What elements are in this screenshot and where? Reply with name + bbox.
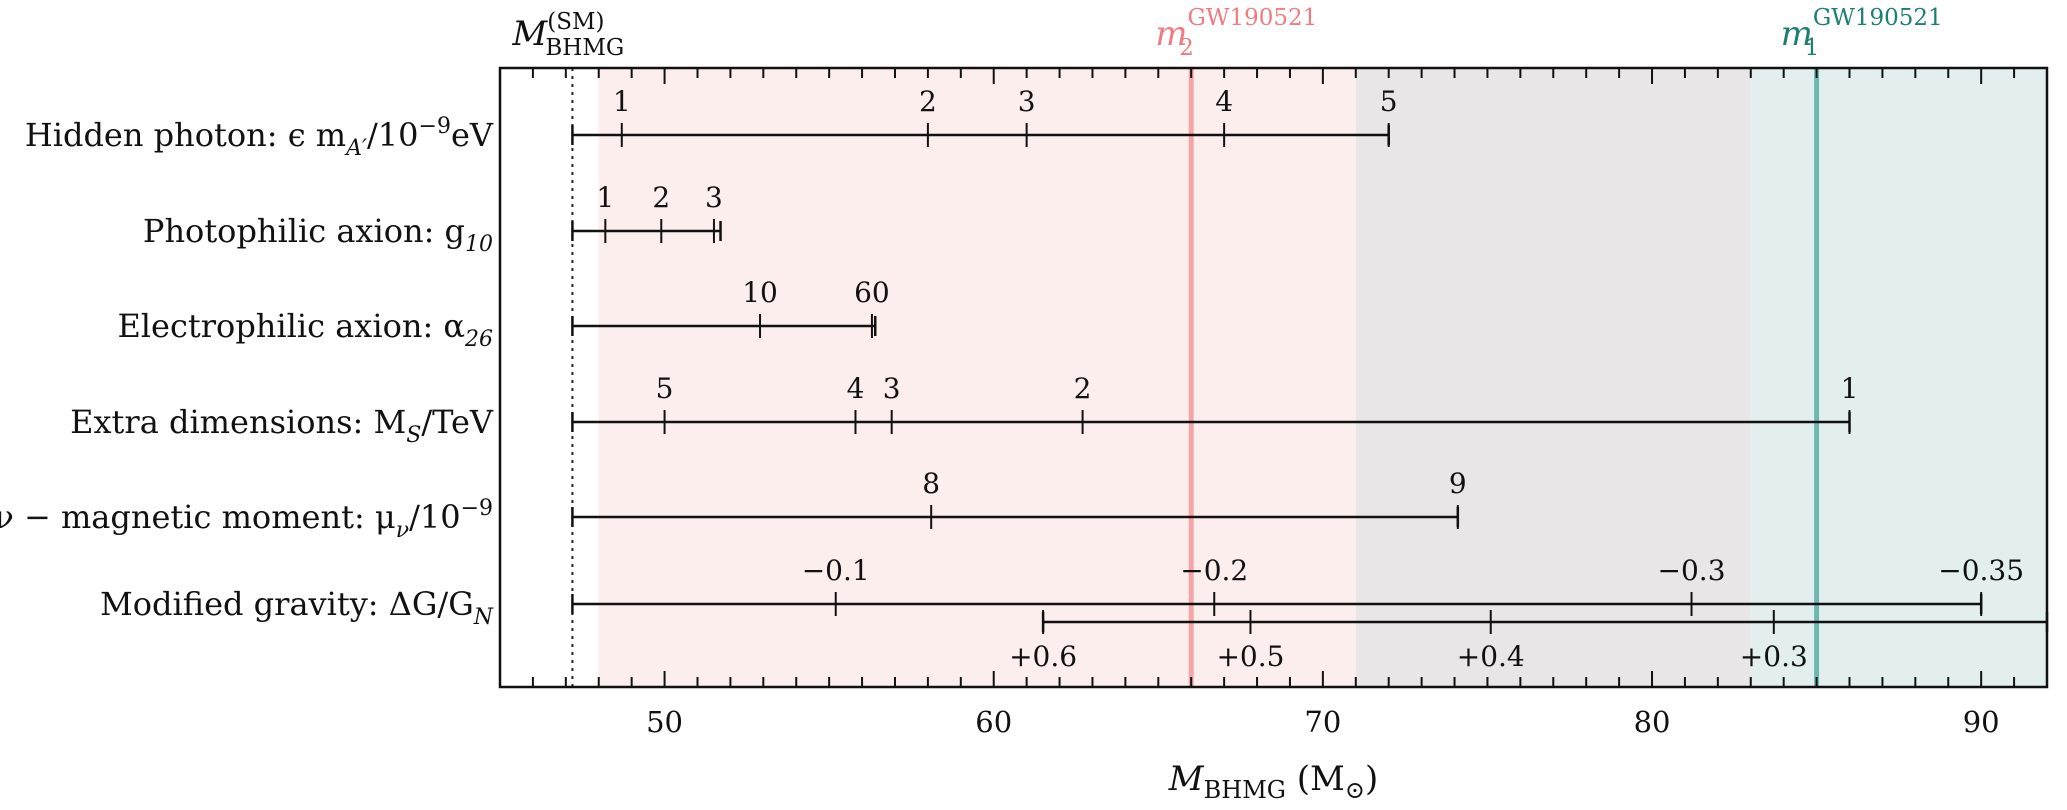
row-4-mark-label: 5 (656, 372, 674, 405)
row-4-mark-label: 4 (847, 372, 865, 405)
row-6-mark-label: −0.3 (1658, 554, 1726, 587)
vline-label-1: mGW190521 2 (1155, 5, 1317, 61)
row-1-mark-label: 1 (613, 85, 631, 118)
row-1-mark-label: 3 (1018, 85, 1036, 118)
row-6-secondary-mark-label: +0.3 (1740, 640, 1808, 673)
band-1 (1355, 68, 1751, 687)
row-label-3: Electrophilic axion: α26 (117, 307, 493, 352)
row-2-mark-label: 2 (652, 181, 670, 214)
row-label-1: Hidden photon: ϵ mA′/10−9eV (25, 114, 494, 161)
row-6-secondary-mark-label: +0.5 (1216, 640, 1284, 673)
row-1-mark-label: 2 (919, 85, 937, 118)
row-6-mark-label: −0.35 (1938, 554, 2024, 587)
row-2-mark-label: 3 (705, 181, 723, 214)
row-4-mark-label: 3 (883, 372, 901, 405)
row-4-mark-label: 2 (1074, 372, 1092, 405)
vline-label-2: mGW190521 1 (1781, 5, 1943, 61)
row-6-secondary-mark-label: +0.4 (1457, 640, 1525, 673)
row-1-mark-label: 4 (1215, 85, 1233, 118)
row-6-mark-label: −0.1 (802, 554, 870, 587)
x-tick-label: 70 (1304, 705, 1341, 739)
row-label-5: ν − magnetic moment: μν/10−9 (0, 496, 493, 543)
plot-frame (498, 66, 2049, 689)
x-tick-label: 60 (975, 705, 1012, 739)
row-6-secondary-mark-label: +0.6 (1009, 640, 1077, 673)
row-5-mark-label: 9 (1449, 467, 1467, 500)
row-label-2: Photophilic axion: g10 (143, 212, 493, 257)
row-1-mark-label: 5 (1380, 85, 1398, 118)
band-0 (598, 68, 1356, 687)
x-tick-label: 90 (1963, 705, 2000, 739)
baseline-label: M(SM) BHMG (511, 9, 624, 61)
row-3-mark-label: 60 (854, 276, 890, 309)
x-tick-label: 80 (1634, 705, 1671, 739)
row-2-mark-label: 1 (596, 181, 614, 214)
row-4-mark-label: 1 (1841, 372, 1859, 405)
row-3-mark-label: 10 (742, 276, 778, 309)
x-axis-title: MBHMG (M⊙) (1168, 759, 1378, 804)
row-5-mark-label: 8 (922, 467, 940, 500)
row-label-4: Extra dimensions: MS/TeV (70, 403, 494, 448)
row-6-mark-label: −0.2 (1180, 554, 1248, 587)
x-tick-label: 50 (646, 705, 683, 739)
band-2 (1750, 68, 2047, 687)
row-label-6: Modified gravity: ΔG/GN (100, 585, 494, 630)
